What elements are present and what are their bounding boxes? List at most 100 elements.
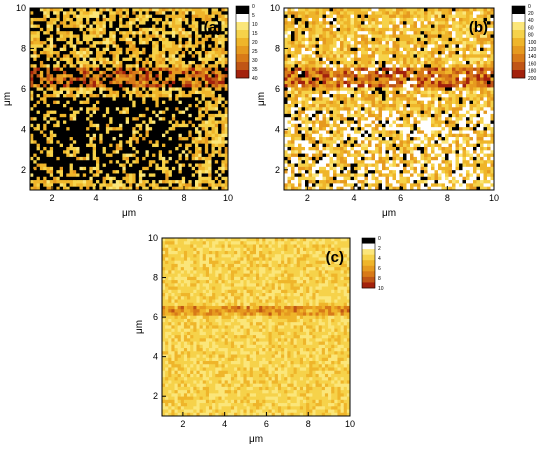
heatmap-cell	[319, 51, 323, 55]
heatmap-cell	[340, 27, 344, 32]
heatmap-cell	[340, 130, 344, 135]
heatmap-cell	[188, 70, 193, 75]
heatmap-cell	[168, 60, 173, 65]
heatmap-cell	[135, 107, 140, 111]
heatmap-cell	[375, 54, 379, 59]
heatmap-cell	[308, 146, 313, 151]
heatmap-cell	[109, 170, 113, 174]
heatmap-cell	[357, 176, 362, 181]
heatmap-cell	[188, 107, 193, 111]
heatmap-cell	[30, 153, 34, 158]
heatmap-cell	[69, 160, 74, 164]
heatmap-cell	[175, 186, 179, 191]
heatmap-cell	[350, 186, 355, 191]
heatmap-cell	[181, 120, 186, 125]
heatmap-cell	[178, 31, 183, 35]
heatmap-cell	[138, 77, 143, 82]
heatmap-cell	[122, 123, 127, 128]
heatmap-cell	[30, 60, 34, 65]
heatmap-cell	[218, 37, 222, 42]
heatmap-cell	[39, 34, 44, 39]
heatmap-cell	[119, 21, 123, 25]
heatmap-cell	[201, 51, 206, 55]
heatmap-cell	[291, 77, 295, 82]
heatmap-cell	[188, 97, 193, 102]
heatmap-cell	[119, 110, 123, 115]
heatmap-cell	[322, 47, 327, 52]
x-tick-label: 6	[137, 193, 142, 203]
heatmap-cell	[135, 11, 140, 16]
heatmap-cell	[152, 74, 156, 78]
heatmap-cell	[76, 150, 80, 154]
heatmap-cell	[340, 70, 344, 75]
heatmap-cell	[171, 37, 176, 42]
heatmap-cell	[125, 117, 130, 121]
heatmap-cell	[291, 186, 295, 191]
heatmap-cell	[188, 11, 193, 16]
heatmap-cell	[119, 70, 123, 75]
heatmap-cell	[30, 166, 34, 171]
heatmap-cell	[36, 21, 41, 25]
heatmap-cell	[350, 67, 355, 72]
heatmap-cell	[301, 163, 306, 168]
heatmap-cell	[82, 37, 87, 42]
heatmap-cell	[158, 160, 163, 164]
heatmap-cell	[115, 8, 120, 12]
heatmap-cell	[162, 11, 166, 16]
heatmap-cell	[319, 143, 323, 148]
heatmap-cell	[92, 21, 97, 25]
heatmap-cell	[145, 173, 150, 178]
heatmap-cell	[79, 120, 84, 125]
heatmap-cell	[284, 17, 288, 22]
heatmap-cell	[218, 127, 222, 131]
heatmap-cell	[129, 14, 133, 19]
heatmap-cell	[221, 60, 226, 65]
heatmap-cell	[333, 21, 337, 25]
heatmap-cell	[152, 150, 156, 154]
heatmap-cell	[39, 163, 44, 168]
heatmap-cell	[291, 47, 295, 52]
heatmap-cell	[155, 120, 160, 125]
heatmap-cell	[112, 24, 117, 29]
heatmap-cell	[204, 166, 209, 171]
heatmap-cell	[333, 64, 337, 68]
heatmap-cell	[168, 150, 173, 154]
heatmap-cell	[364, 17, 369, 22]
heatmap-cell	[191, 60, 196, 65]
heatmap-cell	[162, 163, 166, 168]
heatmap-cell	[204, 24, 209, 29]
heatmap-cell	[162, 173, 166, 178]
heatmap-cell	[191, 67, 196, 72]
panel-label: (a)	[204, 19, 222, 36]
heatmap-cell	[291, 54, 295, 59]
heatmap-cell	[152, 64, 156, 68]
heatmap-cell	[178, 127, 183, 131]
heatmap-cell	[102, 103, 107, 108]
heatmap-cell	[319, 107, 323, 111]
heatmap-cell	[105, 117, 110, 121]
heatmap-cell	[69, 11, 74, 16]
heatmap-cell	[96, 17, 100, 22]
heatmap-cell	[185, 176, 189, 181]
heatmap-cell	[39, 21, 44, 25]
heatmap-cell	[165, 84, 169, 88]
heatmap-cell	[33, 150, 37, 154]
heatmap-cell	[112, 57, 117, 62]
heatmap-cell	[148, 160, 153, 164]
heatmap-cell	[181, 84, 186, 88]
heatmap-cell	[132, 51, 136, 55]
heatmap-cell	[221, 41, 226, 45]
heatmap-cell	[195, 103, 199, 108]
heatmap-cell	[333, 127, 337, 131]
heatmap-cell	[195, 41, 199, 45]
heatmap-cell	[188, 113, 193, 118]
heatmap-cell	[36, 166, 41, 171]
heatmap-cell	[36, 51, 41, 55]
heatmap-cell	[224, 97, 229, 102]
heatmap-cell	[382, 110, 386, 115]
heatmap-cell	[49, 107, 54, 111]
heatmap-cell	[343, 94, 348, 98]
heatmap-cell	[340, 166, 344, 171]
heatmap-cell	[218, 57, 222, 62]
heatmap-cell	[347, 153, 351, 158]
